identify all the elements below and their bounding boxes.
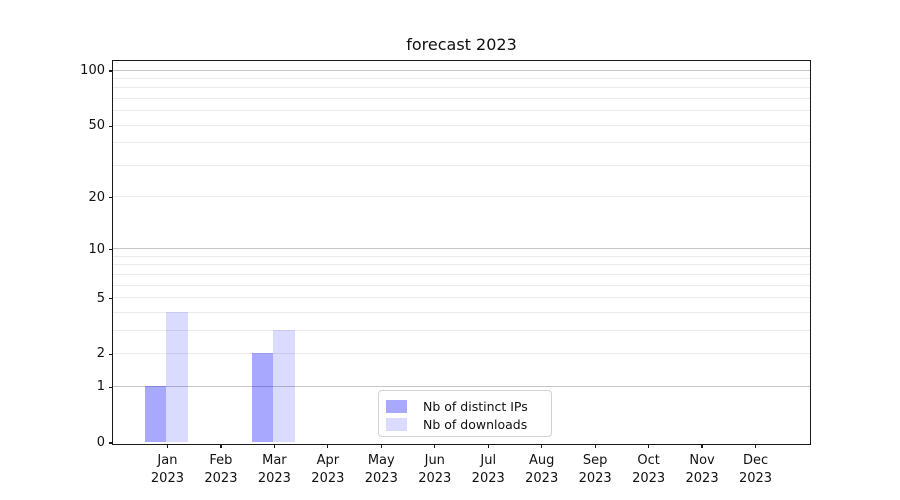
x-tick-label: Oct 2023 xyxy=(632,453,666,486)
grid-line-minor xyxy=(113,284,810,286)
legend-swatch-downloads-icon xyxy=(386,417,407,431)
grid-line-minor xyxy=(113,297,810,299)
grid-line-minor xyxy=(113,264,810,266)
x-tick-label: Jul 2023 xyxy=(471,453,505,486)
grid-line-minor xyxy=(113,273,810,275)
y-tick-label: 2 xyxy=(96,346,105,362)
x-tick xyxy=(541,444,543,448)
legend-swatch-distinct-ips-icon xyxy=(386,399,407,413)
bar-downloads xyxy=(166,312,189,442)
y-tick-label: 50 xyxy=(88,118,105,134)
grid-line-minor xyxy=(113,255,810,257)
x-tick xyxy=(220,444,222,448)
x-tick xyxy=(701,444,703,448)
legend-row-downloads: Nb of downloads xyxy=(386,416,543,432)
y-tick xyxy=(109,353,113,356)
y-tick xyxy=(109,70,113,72)
grid-line-minor xyxy=(113,97,810,99)
x-tick xyxy=(380,444,382,448)
grid-line-minor xyxy=(113,142,810,144)
grid-line-minor xyxy=(113,164,810,166)
legend-row-distinct-ips: Nb of distinct IPs xyxy=(386,398,543,414)
x-tick-label: Jun 2023 xyxy=(418,453,452,486)
grid-line-minor xyxy=(113,77,810,79)
grid-line-major xyxy=(113,385,810,387)
y-tick-label: 10 xyxy=(88,241,105,257)
x-tick-label: Aug 2023 xyxy=(525,453,559,486)
x-tick-label: Feb 2023 xyxy=(204,453,238,486)
y-tick-label: 1 xyxy=(96,379,105,395)
x-tick xyxy=(594,444,596,448)
grid-line-minor xyxy=(113,110,810,112)
x-tick xyxy=(434,444,436,448)
y-tick-label: 0 xyxy=(96,435,105,450)
grid-line-minor xyxy=(113,124,810,126)
chart-title: forecast 2023 xyxy=(406,35,517,54)
legend-label-downloads: Nb of downloads xyxy=(423,416,528,432)
bar-distinct-ips xyxy=(144,386,167,442)
bar-downloads xyxy=(273,330,296,442)
y-tick xyxy=(109,386,113,388)
x-tick xyxy=(648,444,650,448)
x-tick-label: Sep 2023 xyxy=(578,453,612,486)
x-tick xyxy=(487,444,489,448)
legend: Nb of distinct IPs Nb of downloads xyxy=(378,390,552,437)
grid-layer xyxy=(113,61,810,444)
x-tick-label: Dec 2023 xyxy=(738,453,773,486)
x-tick-label: Apr 2023 xyxy=(311,453,345,486)
x-tick xyxy=(273,444,275,448)
x-tick xyxy=(327,444,329,448)
x-tick-label: Mar 2023 xyxy=(257,453,291,486)
grid-line-minor xyxy=(113,87,810,89)
x-tick-label: Jan 2023 xyxy=(150,453,184,486)
bar-distinct-ips xyxy=(251,353,274,442)
y-tick xyxy=(109,197,113,199)
plot-area xyxy=(112,60,811,445)
y-tick xyxy=(109,249,113,251)
x-tick-label: May 2023 xyxy=(364,453,398,486)
x-tick xyxy=(166,444,169,448)
y-tick xyxy=(109,125,113,127)
bars-layer xyxy=(113,61,810,444)
grid-line-minor xyxy=(113,329,810,331)
grid-line-major xyxy=(113,69,810,71)
x-tick xyxy=(754,444,757,448)
grid-line-minor xyxy=(113,352,810,354)
grid-line-major xyxy=(113,248,810,250)
y-tick-label: 20 xyxy=(88,189,105,205)
legend-label-distinct-ips: Nb of distinct IPs xyxy=(423,398,528,414)
grid-line-minor xyxy=(113,196,810,198)
y-tick-label: 100 xyxy=(80,63,105,79)
y-tick-label: 5 xyxy=(96,290,105,306)
x-tick-label: Nov 2023 xyxy=(685,453,719,486)
grid-line-minor xyxy=(113,311,810,313)
y-tick xyxy=(109,297,113,300)
y-tick xyxy=(109,442,113,444)
